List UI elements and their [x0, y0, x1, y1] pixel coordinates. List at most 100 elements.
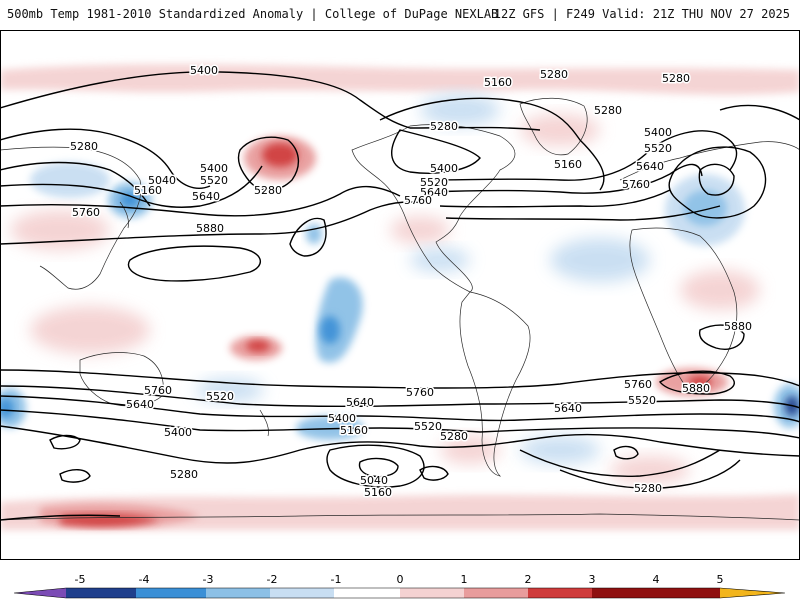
anomaly-negative-area — [683, 190, 727, 226]
colorbar-tick-label: 1 — [461, 573, 468, 586]
anomaly-negative-area — [410, 248, 470, 272]
colorbar-tick-label: -3 — [203, 573, 214, 586]
contour-label: 5760 — [404, 194, 432, 207]
contour-label: 5040 — [148, 174, 176, 187]
contour-label: 5280 — [540, 68, 568, 81]
contour-5280-east — [559, 459, 741, 489]
coastline-eurasia — [0, 141, 800, 290]
contour-5880-pacific — [127, 245, 261, 282]
contour-5400-pacific — [0, 161, 151, 207]
colorbar-tick-label: -5 — [75, 573, 86, 586]
coastline-japan — [119, 201, 129, 229]
colorbar-segment — [528, 588, 592, 598]
anomaly-negative-area — [30, 162, 110, 198]
contour-labels: 5400 5160 5280 5280 5280 5280 5040 5160 … — [69, 63, 754, 501]
anomaly-negative-area — [306, 224, 322, 244]
coastlines — [0, 97, 800, 521]
contour-label: 5640 — [636, 160, 664, 173]
contour-label: 5160 — [364, 486, 392, 499]
colorbar-tick-label: 2 — [525, 573, 532, 586]
colorbar-tick-label: -2 — [267, 573, 278, 586]
colorbar-tick-label: 3 — [589, 573, 596, 586]
world-map: 5400 5160 5280 5280 5280 5280 5040 5160 … — [0, 30, 800, 560]
anomaly-positive-area — [610, 456, 690, 484]
anomaly-negative-area — [550, 238, 650, 282]
colorbar-segment — [270, 588, 334, 598]
colorbar-tick-label: 5 — [717, 573, 724, 586]
coastline-north-america — [351, 124, 516, 293]
contour-label: 5280 — [440, 430, 468, 443]
contour-5760-pacific — [0, 201, 431, 245]
contour-label: 5400 — [164, 426, 192, 439]
anomaly-positive-area — [688, 376, 712, 388]
contour-5520-atlantic — [429, 163, 703, 194]
contour-5280-west — [0, 514, 121, 521]
contour-label: 5640 — [346, 396, 374, 409]
contour-label: 5640 — [126, 398, 154, 411]
contour-5280-north — [0, 128, 211, 189]
contour-label: 5640 — [554, 402, 582, 415]
contour-label: 5160 — [554, 158, 582, 171]
contour-5760-south — [0, 369, 800, 389]
anomaly-positive-area — [0, 494, 800, 530]
colorbar-tick-label: 0 — [397, 573, 404, 586]
anomaly-positive-area — [246, 340, 270, 352]
colorbar-arrow-right — [720, 588, 785, 598]
anomaly-negative-area — [520, 436, 600, 464]
contour-label: 5520 — [628, 394, 656, 407]
coastline-greenland — [519, 97, 588, 156]
contour-label: 5880 — [196, 222, 224, 235]
contour-label: 5160 — [340, 424, 368, 437]
colorbar-segment — [334, 588, 400, 598]
contour-label: 5520 — [420, 176, 448, 189]
colorbar: -5 -4 -3 -2 -1 0 1 2 3 4 5 — [13, 573, 786, 599]
contour-label: 5520 — [644, 142, 672, 155]
contour-5760-atlantic — [445, 205, 721, 221]
contour-5880-africa — [698, 324, 745, 350]
anomaly-negative-area — [320, 316, 340, 344]
contour-ridge-alaska — [237, 136, 299, 191]
contour-label: 5400 — [644, 126, 672, 139]
coastline-new-zealand — [259, 409, 269, 437]
contour-small-loop-d — [419, 465, 449, 481]
colorbar-arrow-left — [14, 588, 66, 598]
contour-label: 5520 — [414, 420, 442, 433]
contour-5880-south-atl — [658, 370, 735, 395]
contour-5040-south — [358, 457, 399, 478]
contour-label: 5400 — [200, 162, 228, 175]
contour-label: 5520 — [206, 390, 234, 403]
contour-label: 5280 — [70, 140, 98, 153]
contour-5640-atlantic — [439, 189, 671, 208]
anomaly-negative-area — [120, 192, 140, 208]
contour-label: 5760 — [72, 206, 100, 219]
contour-label: 5760 — [624, 378, 652, 391]
height-contours — [0, 71, 800, 521]
colorbar-segment — [464, 588, 528, 598]
contour-label: 5880 — [724, 320, 752, 333]
contour-small-loop-c — [613, 445, 639, 460]
anomaly-positive-area — [262, 143, 298, 167]
map-header: 500mb Temp 1981-2010 Standardized Anomal… — [0, 0, 800, 30]
contour-label: 5640 — [420, 186, 448, 199]
contour-label: 5160 — [134, 184, 162, 197]
colorbar-outline — [13, 587, 786, 599]
product-title: 500mb Temp 1981-2010 Standardized Anomal… — [7, 7, 499, 21]
contour-label: 5280 — [594, 104, 622, 117]
contour-eastern-hemis — [719, 104, 800, 121]
contour-5520-pacific — [0, 165, 263, 208]
contour-label: 5280 — [254, 184, 282, 197]
colorbar-segment — [136, 588, 206, 598]
anomaly-negative-area — [296, 416, 364, 440]
contour-label: 5400 — [430, 162, 458, 175]
map-background — [0, 30, 800, 560]
run-valid-info: 12Z GFS | F249 Valid: 21Z THU NOV 27 202… — [493, 7, 790, 21]
anomaly-shading — [0, 64, 800, 530]
contour-5280-south — [0, 425, 800, 464]
colorbar-segment — [66, 588, 136, 598]
contour-5640-pacific — [0, 185, 401, 217]
contour-label: 5040 — [360, 474, 388, 487]
contour-5160-north — [379, 97, 605, 191]
contour-label: 5760 — [406, 386, 434, 399]
colorbar-tick-label: -1 — [331, 573, 342, 586]
contour-5400-atlantic — [419, 130, 738, 181]
